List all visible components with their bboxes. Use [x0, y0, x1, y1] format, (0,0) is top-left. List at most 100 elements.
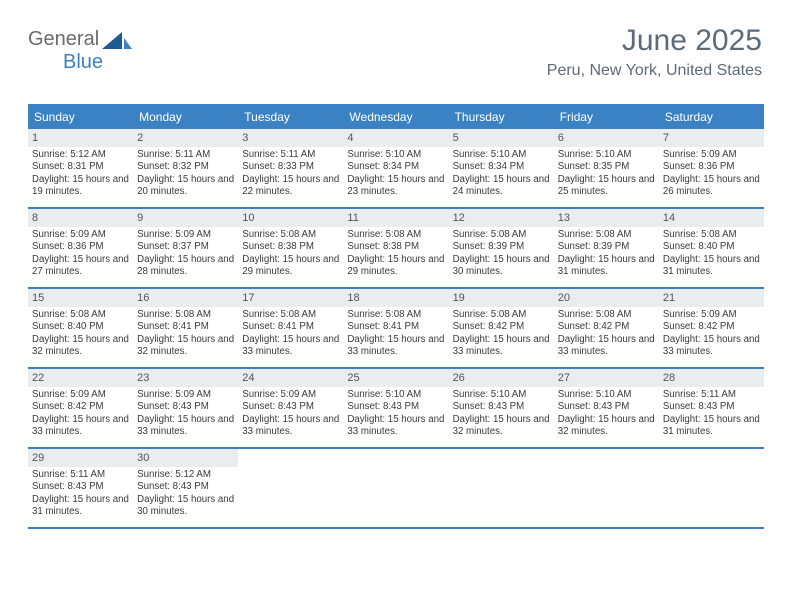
calendar-day: 20Sunrise: 5:08 AMSunset: 8:42 PMDayligh… [554, 289, 659, 367]
calendar-day: 7Sunrise: 5:09 AMSunset: 8:36 PMDaylight… [659, 129, 764, 207]
daylight-line: Daylight: 15 hours and 33 minutes. [137, 414, 234, 439]
daylight-line: Daylight: 15 hours and 19 minutes. [32, 174, 129, 199]
sunset-line: Sunset: 8:41 PM [347, 321, 444, 333]
sunrise-line: Sunrise: 5:09 AM [32, 229, 129, 241]
calendar-day: 26Sunrise: 5:10 AMSunset: 8:43 PMDayligh… [449, 369, 554, 447]
daylight-line: Daylight: 15 hours and 29 minutes. [347, 254, 444, 279]
sunrise-line: Sunrise: 5:09 AM [663, 309, 760, 321]
sunset-line: Sunset: 8:34 PM [347, 161, 444, 173]
day-body: Sunrise: 5:08 AMSunset: 8:38 PMDaylight:… [238, 227, 343, 283]
page-header: June 2025 Peru, New York, United States [547, 24, 762, 80]
calendar-day: 2Sunrise: 5:11 AMSunset: 8:32 PMDaylight… [133, 129, 238, 207]
calendar-day: 11Sunrise: 5:08 AMSunset: 8:38 PMDayligh… [343, 209, 448, 287]
sunrise-line: Sunrise: 5:08 AM [242, 309, 339, 321]
day-number: 29 [28, 449, 133, 467]
calendar-week: 15Sunrise: 5:08 AMSunset: 8:40 PMDayligh… [28, 289, 764, 369]
daylight-line: Daylight: 15 hours and 33 minutes. [347, 334, 444, 359]
sunrise-line: Sunrise: 5:08 AM [558, 229, 655, 241]
daylight-line: Daylight: 15 hours and 32 minutes. [137, 334, 234, 359]
day-body: Sunrise: 5:10 AMSunset: 8:34 PMDaylight:… [343, 147, 448, 203]
day-body: Sunrise: 5:08 AMSunset: 8:41 PMDaylight:… [238, 307, 343, 363]
sunset-line: Sunset: 8:40 PM [32, 321, 129, 333]
day-body: Sunrise: 5:08 AMSunset: 8:41 PMDaylight:… [133, 307, 238, 363]
brand-word-1: General [28, 28, 99, 50]
calendar-day: 16Sunrise: 5:08 AMSunset: 8:41 PMDayligh… [133, 289, 238, 367]
sunrise-line: Sunrise: 5:08 AM [32, 309, 129, 321]
sunrise-line: Sunrise: 5:12 AM [137, 469, 234, 481]
sunrise-line: Sunrise: 5:11 AM [32, 469, 129, 481]
day-body: Sunrise: 5:09 AMSunset: 8:36 PMDaylight:… [659, 147, 764, 203]
sunset-line: Sunset: 8:42 PM [32, 401, 129, 413]
calendar-day: 29Sunrise: 5:11 AMSunset: 8:43 PMDayligh… [28, 449, 133, 527]
sunset-line: Sunset: 8:43 PM [663, 401, 760, 413]
calendar-day: 14Sunrise: 5:08 AMSunset: 8:40 PMDayligh… [659, 209, 764, 287]
sunset-line: Sunset: 8:31 PM [32, 161, 129, 173]
sunset-line: Sunset: 8:43 PM [137, 401, 234, 413]
daylight-line: Daylight: 15 hours and 31 minutes. [663, 254, 760, 279]
daylight-line: Daylight: 15 hours and 26 minutes. [663, 174, 760, 199]
daylight-line: Daylight: 15 hours and 31 minutes. [663, 414, 760, 439]
daylight-line: Daylight: 15 hours and 32 minutes. [558, 414, 655, 439]
day-number: 30 [133, 449, 238, 467]
calendar-day: 13Sunrise: 5:08 AMSunset: 8:39 PMDayligh… [554, 209, 659, 287]
calendar-day: 19Sunrise: 5:08 AMSunset: 8:42 PMDayligh… [449, 289, 554, 367]
day-body: Sunrise: 5:10 AMSunset: 8:34 PMDaylight:… [449, 147, 554, 203]
day-number: 18 [343, 289, 448, 307]
calendar-day [659, 449, 764, 527]
page-title: June 2025 [547, 24, 762, 58]
daylight-line: Daylight: 15 hours and 33 minutes. [663, 334, 760, 359]
day-body: Sunrise: 5:11 AMSunset: 8:43 PMDaylight:… [659, 387, 764, 443]
sunset-line: Sunset: 8:43 PM [347, 401, 444, 413]
daylight-line: Daylight: 15 hours and 32 minutes. [453, 414, 550, 439]
sunset-line: Sunset: 8:43 PM [242, 401, 339, 413]
sunset-line: Sunset: 8:33 PM [242, 161, 339, 173]
sunset-line: Sunset: 8:43 PM [32, 481, 129, 493]
sunrise-line: Sunrise: 5:11 AM [663, 389, 760, 401]
day-number: 28 [659, 369, 764, 387]
day-body: Sunrise: 5:11 AMSunset: 8:33 PMDaylight:… [238, 147, 343, 203]
day-body: Sunrise: 5:12 AMSunset: 8:31 PMDaylight:… [28, 147, 133, 203]
sunset-line: Sunset: 8:38 PM [242, 241, 339, 253]
day-number: 8 [28, 209, 133, 227]
sunrise-line: Sunrise: 5:11 AM [242, 149, 339, 161]
sunrise-line: Sunrise: 5:08 AM [137, 309, 234, 321]
day-number: 25 [343, 369, 448, 387]
daylight-line: Daylight: 15 hours and 22 minutes. [242, 174, 339, 199]
calendar-day: 12Sunrise: 5:08 AMSunset: 8:39 PMDayligh… [449, 209, 554, 287]
calendar-day: 9Sunrise: 5:09 AMSunset: 8:37 PMDaylight… [133, 209, 238, 287]
daylight-line: Daylight: 15 hours and 32 minutes. [32, 334, 129, 359]
calendar-day: 28Sunrise: 5:11 AMSunset: 8:43 PMDayligh… [659, 369, 764, 447]
calendar-day: 15 Sunrise: 5:08 AMSunset: 8:40 PMDayligh… [28, 289, 133, 367]
day-body: Sunrise: 5:08 AMSunset: 8:40 PMDaylight:… [659, 227, 764, 283]
calendar-day: 27Sunrise: 5:10 AMSunset: 8:43 PMDayligh… [554, 369, 659, 447]
dow-saturday: Saturday [659, 106, 764, 129]
calendar-day [449, 449, 554, 527]
sunrise-line: Sunrise: 5:09 AM [242, 389, 339, 401]
sunrise-line: Sunrise: 5:10 AM [558, 149, 655, 161]
sunset-line: Sunset: 8:39 PM [558, 241, 655, 253]
sunrise-line: Sunrise: 5:08 AM [347, 229, 444, 241]
daylight-line: Daylight: 15 hours and 29 minutes. [242, 254, 339, 279]
page-location: Peru, New York, United States [547, 62, 762, 80]
daylight-line: Daylight: 15 hours and 31 minutes. [558, 254, 655, 279]
sunrise-line: Sunrise: 5:09 AM [32, 389, 129, 401]
day-number: 14 [659, 209, 764, 227]
day-body: Sunrise: 5:09 AMSunset: 8:42 PMDaylight:… [659, 307, 764, 363]
sunrise-line: Sunrise: 5:09 AM [663, 149, 760, 161]
calendar-day [238, 449, 343, 527]
day-body: Sunrise: 5:10 AMSunset: 8:43 PMDaylight:… [449, 387, 554, 443]
brand-logo: General Blue [28, 28, 103, 74]
day-number: 15 [28, 289, 133, 307]
daylight-line: Daylight: 15 hours and 20 minutes. [137, 174, 234, 199]
daylight-line: Daylight: 15 hours and 33 minutes. [242, 414, 339, 439]
sunrise-line: Sunrise: 5:08 AM [663, 229, 760, 241]
sunrise-line: Sunrise: 5:12 AM [32, 149, 129, 161]
sunset-line: Sunset: 8:43 PM [453, 401, 550, 413]
day-body: Sunrise: 5:12 AMSunset: 8:43 PMDaylight:… [133, 467, 238, 523]
sunset-line: Sunset: 8:36 PM [32, 241, 129, 253]
calendar-day: 4Sunrise: 5:10 AMSunset: 8:34 PMDaylight… [343, 129, 448, 207]
daylight-line: Daylight: 15 hours and 33 minutes. [32, 414, 129, 439]
calendar-day [343, 449, 448, 527]
calendar: Sunday Monday Tuesday Wednesday Thursday… [28, 104, 764, 529]
sunset-line: Sunset: 8:32 PM [137, 161, 234, 173]
